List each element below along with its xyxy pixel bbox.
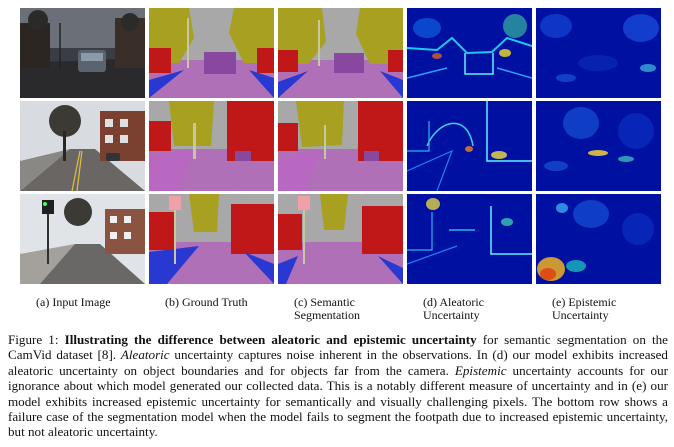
epistemic-uncertainty-row-1 xyxy=(536,8,661,98)
caption-text-1: for semantic segmentation on the CamVid … xyxy=(8,332,668,363)
input-image-row-3 xyxy=(20,194,145,284)
aleatoric-uncertainty-row-2 xyxy=(407,101,532,191)
ground-truth-row-3 xyxy=(149,194,274,284)
caption-title: Illustrating the difference between alea… xyxy=(64,332,477,347)
aleatoric-uncertainty-row-1 xyxy=(407,8,532,98)
label-line-2: Uncertainty xyxy=(552,308,609,322)
label-line-1: (d) Aleatoric xyxy=(423,295,484,309)
epistemic-uncertainty-row-3 xyxy=(536,194,661,284)
caption-epistemic-term: Epistemic xyxy=(454,362,507,378)
column-labels: (a) Input Image (b) Ground Truth (c) Sem… xyxy=(20,296,661,322)
label-line-2: Segmentation xyxy=(294,308,360,322)
label-line-1: (c) Semantic xyxy=(294,295,355,309)
ground-truth-row-1 xyxy=(149,8,274,98)
semantic-segmentation-row-1 xyxy=(278,8,403,98)
figure-grid xyxy=(20,8,661,284)
caption-text-3: uncertainty accounts for our ignorance a… xyxy=(8,362,668,440)
caption-prefix: Figure 1: xyxy=(8,332,65,347)
ground-truth-row-2 xyxy=(149,101,274,191)
caption-text-2: uncertainty captures noise inherent in t… xyxy=(8,347,668,378)
label-line-1: (b) Ground Truth xyxy=(165,295,248,309)
label-input-image: (a) Input Image xyxy=(20,296,145,322)
caption-aleatoric-term: Aleatoric xyxy=(120,347,170,363)
label-line-1: (e) Epistemic xyxy=(552,295,617,309)
semantic-segmentation-row-2 xyxy=(278,101,403,191)
label-ground-truth: (b) Ground Truth xyxy=(149,296,274,322)
label-line-2: Uncertainty xyxy=(423,308,480,322)
label-epistemic-uncertainty: (e) Epistemic Uncertainty xyxy=(536,296,661,322)
label-aleatoric-uncertainty: (d) Aleatoric Uncertainty xyxy=(407,296,532,322)
label-line-1: (a) Input Image xyxy=(36,295,111,309)
epistemic-uncertainty-row-2 xyxy=(536,101,661,191)
input-image-row-1 xyxy=(20,8,145,98)
label-semantic-segmentation: (c) Semantic Segmentation xyxy=(278,296,403,322)
figure-caption: Figure 1: Illustrating the difference be… xyxy=(8,332,668,440)
semantic-segmentation-row-3 xyxy=(278,194,403,284)
aleatoric-uncertainty-row-3 xyxy=(407,194,532,284)
input-image-row-2 xyxy=(20,101,145,191)
